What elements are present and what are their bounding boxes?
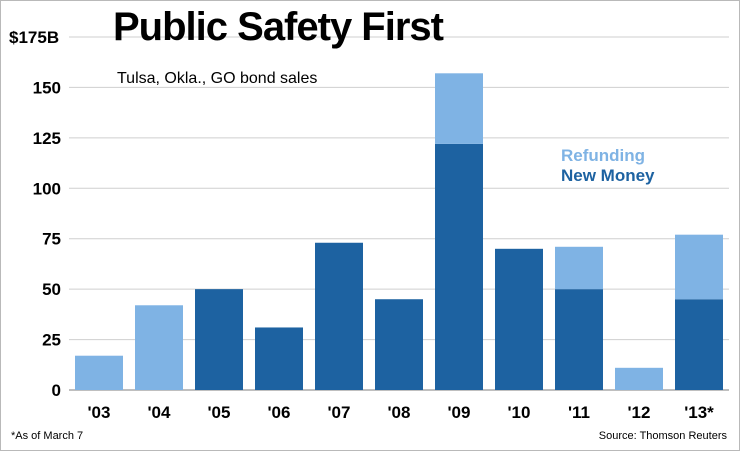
x-tick-label: '07	[328, 403, 351, 422]
x-tick-label: '09	[448, 403, 471, 422]
bar-new-money	[675, 299, 723, 390]
bar-refunding	[555, 246, 603, 290]
bar-refunding	[675, 234, 723, 300]
x-tick-label: '03	[88, 403, 111, 422]
bar-new-money	[375, 299, 423, 390]
legend: Refunding New Money	[561, 146, 655, 186]
y-tick-label: 50	[42, 280, 61, 299]
bar-new-money	[495, 248, 543, 390]
chart-subtitle: Tulsa, Okla., GO bond sales	[117, 70, 318, 87]
x-tick-label: '05	[208, 403, 231, 422]
x-tick-labels: '03 '04 '05 '06 '07 '08 '09 '10 '11 '12 '13*	[88, 403, 715, 422]
bar-new-money	[195, 289, 243, 390]
bar-refunding	[615, 367, 663, 390]
y-tick-labels: 0 25 50 75 100 125 150	[33, 78, 61, 400]
x-tick-label: '11	[568, 403, 590, 422]
y-tick-label: 25	[42, 331, 61, 350]
x-tick-label: '10	[508, 403, 531, 422]
x-tick-label: '08	[388, 403, 411, 422]
bar-refunding	[75, 355, 123, 390]
chart-title: Public Safety First	[113, 5, 444, 49]
y-tick-label: 150	[33, 78, 61, 97]
x-tick-label: '13*	[684, 403, 714, 422]
bar-new-money	[435, 143, 483, 390]
y-tick-label: 125	[33, 129, 61, 148]
bar-new-money	[315, 242, 363, 390]
y-tick-label: 0	[52, 381, 61, 400]
x-tick-label: '06	[268, 403, 291, 422]
bar-new-money	[555, 289, 603, 390]
y-tick-label: 100	[33, 179, 61, 198]
x-tick-label: '12	[628, 403, 651, 422]
source-note: Source: Thomson Reuters	[598, 430, 727, 442]
legend-item-refunding: Refunding	[561, 146, 646, 165]
y-axis-top-label: $175B	[9, 28, 59, 47]
bar-refunding	[435, 73, 483, 144]
x-tick-label: '04	[148, 403, 171, 422]
footnote: *As of March 7	[11, 430, 84, 442]
bar-new-money	[255, 327, 303, 390]
legend-item-new-money: New Money	[561, 166, 655, 185]
y-tick-label: 75	[42, 230, 61, 249]
bars	[75, 73, 723, 390]
bar-refunding	[135, 305, 183, 390]
